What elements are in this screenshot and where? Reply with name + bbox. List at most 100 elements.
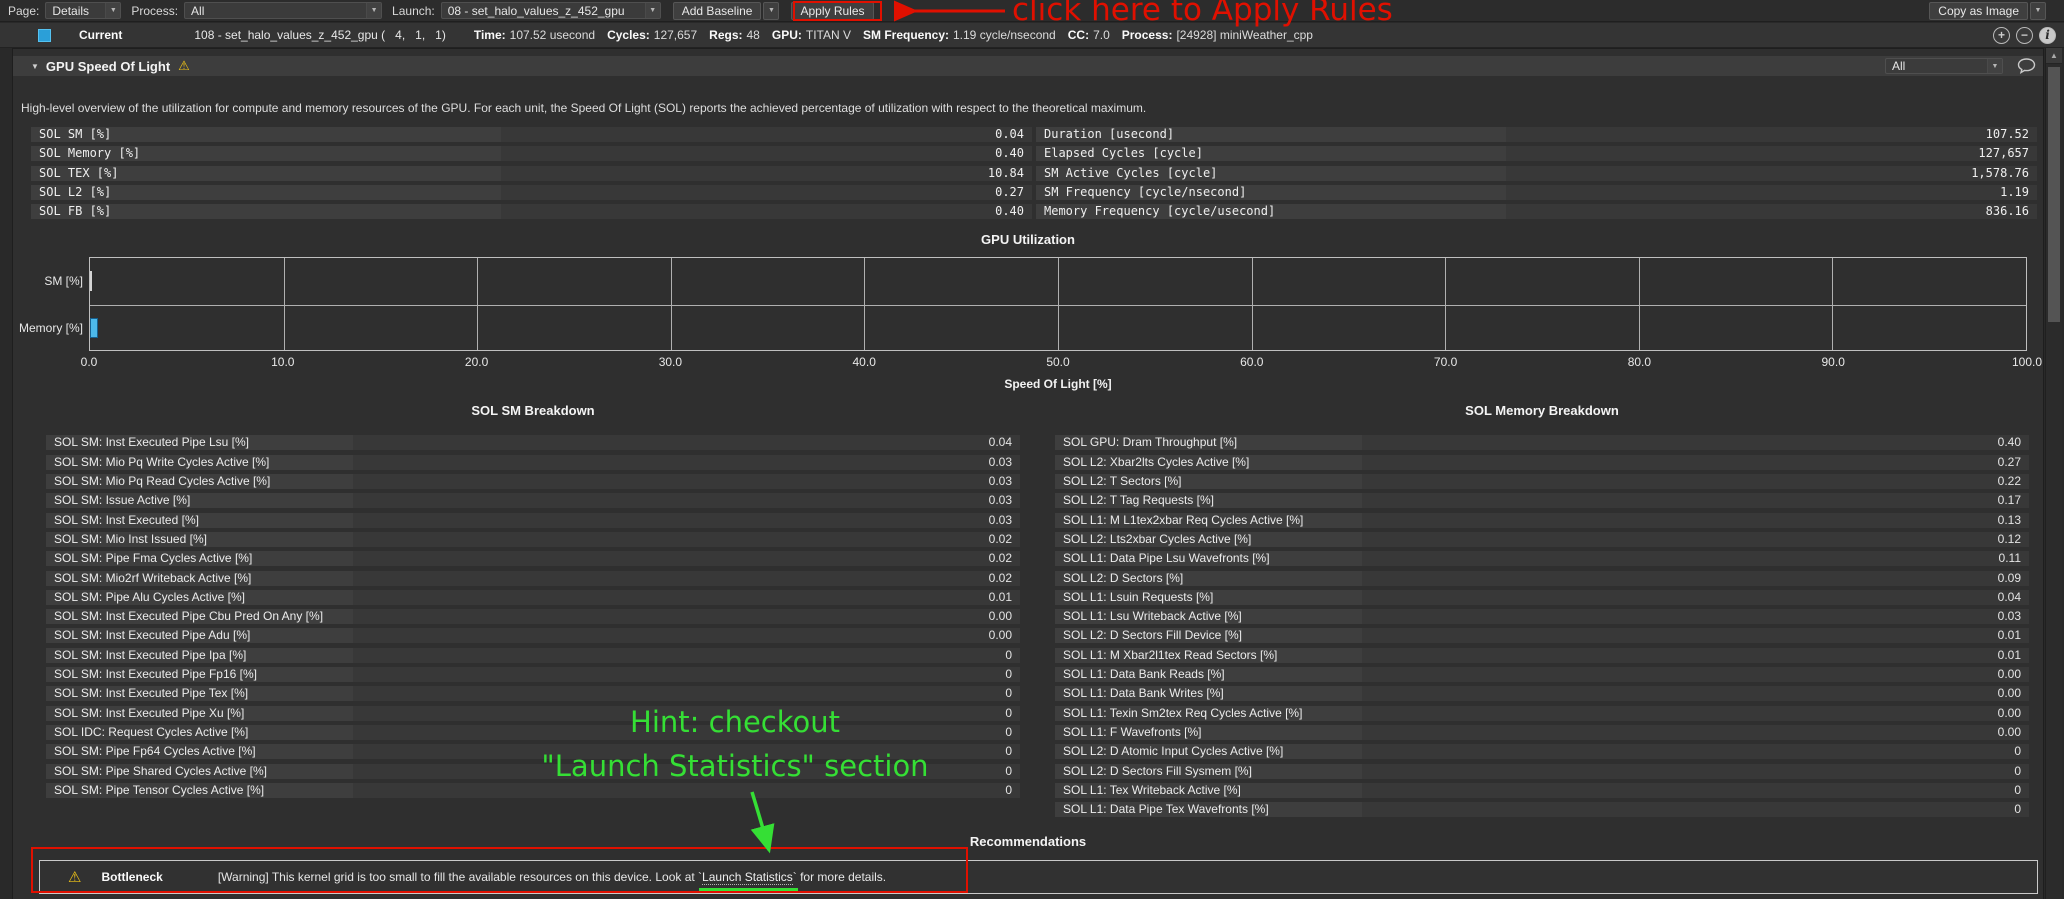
table-row[interactable]: SOL SM: Pipe Shared Cycles Active [%] 0 <box>46 763 1020 779</box>
recommendations-title: Recommendations <box>969 834 1087 850</box>
table-row[interactable]: SOL IDC: Request Cycles Active [%] 0 <box>46 724 1020 740</box>
table-row[interactable]: SOL SM: Mio Pq Read Cycles Active [%] 0.0… <box>46 474 1020 490</box>
table-row[interactable]: SOL SM: Inst Executed Pipe Lsu [%] 0.04 <box>46 435 1020 451</box>
table-row[interactable]: SOL L2: D Sectors Fill Sysmem [%] 0 <box>1055 763 2029 779</box>
metric-value: 1.19 <box>1506 184 2037 200</box>
table-row[interactable]: SM Frequency [cycle/nsecond] 1.19 <box>1036 184 2037 200</box>
metric-label: SOL L1: Data Pipe Tex Wavefronts [%] <box>1055 802 1362 818</box>
table-row[interactable]: SOL Memory [%] 0.40 <box>31 146 1032 162</box>
zoom-out-button[interactable]: − <box>2016 26 2033 44</box>
metric-value: 0.22 <box>1361 474 2029 490</box>
table-row[interactable]: SOL FB [%] 0.40 <box>31 204 1032 220</box>
table-row[interactable]: SOL L2: D Sectors [%] 0.09 <box>1055 570 2029 586</box>
table-row[interactable]: SOL SM: Inst Executed Pipe Xu [%] 0 <box>46 705 1020 721</box>
metric-label: SOL SM: Pipe Tensor Cycles Active [%] <box>46 782 353 798</box>
launch-dropdown[interactable]: 08 - set_halo_values_z_452_gpu ▼ <box>440 2 661 19</box>
chevron-down-icon: ▼ <box>2034 7 2042 14</box>
table-row[interactable]: SOL L1: Data Pipe Tex Wavefronts [%] 0 <box>1055 802 2029 818</box>
table-row[interactable]: SOL L2: Xbar2lts Cycles Active [%] 0.27 <box>1055 454 2029 470</box>
table-row[interactable]: SOL SM: Inst Executed [%] 0.03 <box>46 512 1020 528</box>
metric-label: SOL SM: Inst Executed Pipe Fp16 [%] <box>46 667 353 683</box>
metric-label: SOL L1: Data Bank Reads [%] <box>1055 667 1362 683</box>
table-row[interactable]: SOL SM: Inst Executed Pipe Ipa [%] 0 <box>46 647 1020 663</box>
launch-statistics-link[interactable]: Launch Statistics <box>699 870 798 893</box>
table-row[interactable]: SOL L2: D Atomic Input Cycles Active [%]… <box>1055 744 2029 760</box>
copy-as-image-button[interactable]: Copy as Image <box>1929 1 2028 20</box>
metric-label: SOL L1: Lsu Writeback Active [%] <box>1055 609 1362 625</box>
process-dropdown[interactable]: All ▼ <box>184 2 383 19</box>
table-row[interactable]: Duration [usecond] 107.52 <box>1036 127 2037 142</box>
table-row[interactable]: Memory Frequency [cycle/usecond] 836.16 <box>1036 204 2037 220</box>
metric-value: 0.40 <box>501 146 1032 162</box>
table-row[interactable]: SOL L1: M L1tex2xbar Req Cycles Active [… <box>1055 512 2029 528</box>
table-row[interactable]: SOL SM: Mio Inst Issued [%] 0.02 <box>46 531 1020 547</box>
table-row[interactable]: SOL L1: Lsuin Requests [%] 0.04 <box>1055 589 2029 605</box>
stat-label: Cycles: <box>607 28 650 42</box>
table-row[interactable]: SOL L1: Data Bank Writes [%] 0.00 <box>1055 686 2029 702</box>
table-row[interactable]: SOL L1: Data Bank Reads [%] 0.00 <box>1055 667 2029 683</box>
stat-pair: Process: [24928] miniWeather_cpp <box>1122 28 1313 42</box>
section-collapse-caret[interactable]: ▼ <box>31 61 39 71</box>
table-row[interactable]: SOL SM: Inst Executed Pipe Fp16 [%] 0 <box>46 667 1020 683</box>
add-baseline-split-button[interactable]: ▼ <box>763 1 780 20</box>
table-row[interactable]: SOL L2: D Sectors Fill Device [%] 0.01 <box>1055 628 2029 644</box>
table-row[interactable]: Elapsed Cycles [cycle] 127,657 <box>1036 146 2037 162</box>
table-row[interactable]: SOL SM: Inst Executed Pipe Adu [%] 0.00 <box>46 628 1020 644</box>
sol-table-left: SOL SM [%] 0.04 SOL Memory [%] 0.40 SOL TEX … <box>31 127 1032 223</box>
page-dropdown[interactable]: Details ▼ <box>45 2 122 19</box>
table-row[interactable]: SM Active Cycles [cycle] 1,578.76 <box>1036 165 2037 181</box>
table-row[interactable]: SOL L1: Lsu Writeback Active [%] 0.03 <box>1055 609 2029 625</box>
apply-rules-button[interactable]: Apply Rules <box>791 1 874 20</box>
table-row[interactable]: SOL L2: Lts2xbar Cycles Active [%] 0.12 <box>1055 531 2029 547</box>
table-row[interactable]: SOL L2: T Tag Requests [%] 0.17 <box>1055 493 2029 509</box>
table-row[interactable]: SOL L2 [%] 0.27 <box>31 184 1032 200</box>
metric-value: 0 <box>352 686 1020 702</box>
metric-label: SOL SM: Mio Pq Write Cycles Active [%] <box>46 454 353 470</box>
stat-value: TITAN V <box>805 28 851 42</box>
gpu-sol-section-header[interactable]: ▼ GPU Speed Of Light ⚠ All ▼ <box>13 56 2043 76</box>
table-row[interactable]: SOL L2: T Sectors [%] 0.22 <box>1055 474 2029 490</box>
metric-label: SOL SM: Inst Executed Pipe Tex [%] <box>46 686 353 702</box>
table-row[interactable]: SOL SM: Pipe Alu Cycles Active [%] 0.01 <box>46 589 1020 605</box>
table-row[interactable]: SOL SM: Pipe Tensor Cycles Active [%] 0 <box>46 782 1020 798</box>
table-row[interactable]: SOL L1: F Wavefronts [%] 0.00 <box>1055 724 2029 740</box>
chevron-down-icon: ▼ <box>105 3 121 18</box>
table-row[interactable]: SOL SM: Issue Active [%] 0.03 <box>46 493 1020 509</box>
table-row[interactable]: SOL L1: Tex Writeback Active [%] 0 <box>1055 782 2029 798</box>
zoom-in-button[interactable]: + <box>1993 26 2010 44</box>
add-baseline-button[interactable]: Add Baseline <box>672 1 762 20</box>
chart-plot-area <box>89 257 2027 352</box>
table-row[interactable]: SOL L1: M Xbar2l1tex Read Sectors [%] 0.0… <box>1055 647 2029 663</box>
current-stats: Time: 107.52 usecond Cycles: 127,657 Regs: 48… <box>474 28 1325 42</box>
table-row[interactable]: SOL SM: Pipe Fma Cycles Active [%] 0.02 <box>46 551 1020 567</box>
copy-as-image-split-button[interactable]: ▼ <box>2030 1 2046 20</box>
chevron-down-icon: ▼ <box>1987 59 2002 73</box>
table-row[interactable]: SOL SM: Inst Executed Pipe Cbu Pred On A… <box>46 609 1020 625</box>
breakdown-tables: SOL SM Breakdown SOL SM: Inst Executed P… <box>13 403 2043 821</box>
scrollbar[interactable]: ▲ <box>2045 48 2062 899</box>
launch-statistics-link-text: Launch Statistics <box>702 870 793 885</box>
table-row[interactable]: SOL SM: Pipe Fp64 Cycles Active [%] 0 <box>46 744 1020 760</box>
stat-label: CC: <box>1067 28 1090 42</box>
page-label: Page: <box>8 3 40 18</box>
table-row[interactable]: SOL SM [%] 0.04 <box>31 127 1032 142</box>
table-row[interactable]: SOL L1: Data Pipe Lsu Wavefronts [%] 0.11 <box>1055 551 2029 567</box>
comment-icon[interactable] <box>2015 58 2037 75</box>
table-row[interactable]: SOL L1: Texin Sm2tex Req Cycles Active [… <box>1055 705 2029 721</box>
metric-label: SM Active Cycles [cycle] <box>1036 165 1507 181</box>
scrollbar-thumb[interactable] <box>2048 67 2060 322</box>
metric-label: SOL SM: Inst Executed Pipe Ipa [%] <box>46 647 353 663</box>
chevron-down-icon: ▼ <box>768 7 775 14</box>
process-dropdown-value: All <box>191 3 205 18</box>
info-button[interactable]: i <box>2039 26 2056 44</box>
section-filter-value: All <box>1892 59 1906 73</box>
section-filter-dropdown[interactable]: All ▼ <box>1885 58 2003 74</box>
warning-icon: ⚠ <box>68 869 82 887</box>
table-row[interactable]: SOL GPU: Dram Throughput [%] 0.40 <box>1055 435 2029 451</box>
table-row[interactable]: SOL SM: Mio Pq Write Cycles Active [%] 0.… <box>46 454 1020 470</box>
metric-value: 0.04 <box>1361 589 2029 605</box>
table-row[interactable]: SOL SM: Mio2rf Writeback Active [%] 0.02 <box>46 570 1020 586</box>
table-row[interactable]: SOL SM: Inst Executed Pipe Tex [%] 0 <box>46 686 1020 702</box>
table-row[interactable]: SOL TEX [%] 10.84 <box>31 165 1032 181</box>
scrollbar-up-button[interactable]: ▲ <box>2046 48 2062 64</box>
